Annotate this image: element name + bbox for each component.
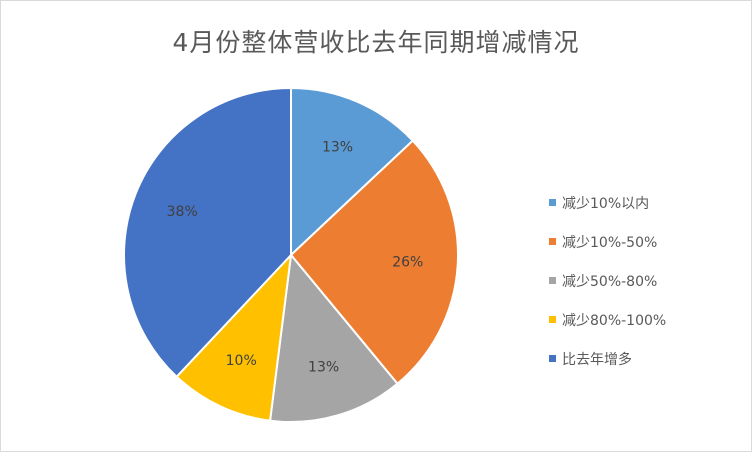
legend-label: 比去年增多 (562, 351, 632, 368)
legend-swatch (549, 316, 556, 323)
pie-slice (269, 254, 399, 423)
pie-slice (122, 87, 292, 378)
legend-label: 减少80%-100% (562, 312, 667, 329)
pie-slice (290, 87, 414, 256)
legend-label: 减少10%以内 (562, 195, 650, 212)
legend-item: 比去年增多 (549, 339, 666, 378)
pie-slice (290, 139, 460, 385)
pie-slice (175, 254, 292, 422)
legend-swatch (549, 238, 556, 245)
legend-label: 减少10%-50% (562, 234, 658, 251)
data-label: 10% (226, 353, 257, 369)
data-label: 26% (392, 254, 423, 270)
legend-item: 减少80%-100% (549, 300, 666, 339)
legend-item: 减少10%以内 (549, 183, 666, 222)
legend: 减少10%以内 减少10%-50% 减少50%-80% 减少80%-100% 比去年增多 (549, 183, 666, 378)
legend-swatch (549, 199, 556, 206)
legend-swatch (549, 277, 556, 284)
legend-label: 减少50%-80% (562, 273, 658, 290)
data-label: 13% (322, 140, 353, 156)
legend-swatch (549, 355, 556, 362)
legend-item: 减少10%-50% (549, 222, 666, 261)
data-label: 38% (167, 204, 198, 220)
legend-item: 减少50%-80% (549, 261, 666, 300)
chart-title: 4月份整体营收比去年同期增减情况 (172, 28, 580, 57)
data-label: 13% (308, 359, 339, 375)
